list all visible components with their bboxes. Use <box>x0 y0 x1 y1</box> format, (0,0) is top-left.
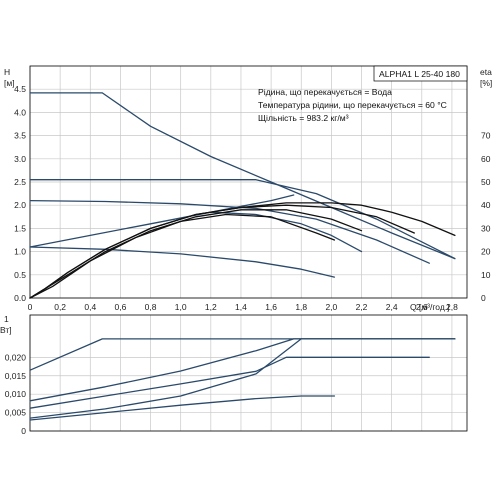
right-tick-label: 40 <box>481 200 491 210</box>
right-axis-unit: [%] <box>480 78 492 88</box>
left-tick-label: 2.0 <box>14 200 26 210</box>
x-tick-label: 1,0 <box>175 302 187 312</box>
right-tick-label: 60 <box>481 154 491 164</box>
lower-tick-label: 0,005 <box>5 408 27 418</box>
pump-head-curve <box>29 92 456 260</box>
left-tick-label: 2.5 <box>14 177 26 187</box>
x-axis-ticks: 0 0,2 0,4 0,6 0,8 1,0 1,2 1,4 1,6 1,8 2,0 2,2 2,4 2,6… <box>28 302 458 312</box>
right-tick-label: 30 <box>481 223 491 233</box>
upper-plot-frame <box>29 65 468 299</box>
x-tick-label: 2,0 <box>325 302 337 312</box>
annotation-temperature: Температура рідини, що перекачується = 6… <box>258 100 447 110</box>
annotation-density: Щільність = 983.2 кг/м³ <box>258 113 349 123</box>
pump-head-curve <box>210 211 363 253</box>
left-tick-label: 4.0 <box>14 107 26 117</box>
upper-right-axis-ticks: 0 10 20 30 40 50 60 70 <box>481 131 491 303</box>
lower-axis-unit: Вт] <box>0 325 12 335</box>
x-tick-label: 0,4 <box>84 302 96 312</box>
upper-left-axis-ticks: 0.0 0.5 1.0 1.5 2.0 2.5 3.0 3.5 4.0 4.5 <box>14 84 26 303</box>
efficiency-curve <box>29 213 336 299</box>
x-tick-label: 0,2 <box>54 302 66 312</box>
left-tick-label: 3.0 <box>14 154 26 164</box>
lower-axis-label: 1 <box>4 314 9 324</box>
x-tick-label: 1,4 <box>235 302 247 312</box>
power-curve <box>29 356 430 409</box>
left-axis-label: H <box>4 67 10 77</box>
x-tick-label: 1,2 <box>205 302 217 312</box>
system-curve <box>29 194 295 248</box>
power-curve <box>29 338 456 402</box>
lower-tick-label: 0 <box>21 426 26 436</box>
right-tick-label: 70 <box>481 131 491 141</box>
lower-curves <box>29 338 456 421</box>
x-tick-label: 1,8 <box>295 302 307 312</box>
x-tick-label: 0 <box>28 302 33 312</box>
x-tick-label: 2,6 <box>416 302 428 312</box>
lower-tick-label: 0,010 <box>5 389 27 399</box>
right-tick-label: 50 <box>481 177 491 187</box>
left-tick-label: 1.0 <box>14 247 26 257</box>
right-tick-label: 20 <box>481 247 491 257</box>
x-tick-label: 0,6 <box>114 302 126 312</box>
left-tick-label: 4.5 <box>14 84 26 94</box>
lower-plot-frame <box>29 314 468 432</box>
left-tick-label: 1.5 <box>14 223 26 233</box>
lower-tick-label: 0,015 <box>5 371 27 381</box>
upper-curves <box>29 92 456 299</box>
lower-tick-label: 0,020 <box>5 352 27 362</box>
efficiency-curve <box>29 209 363 299</box>
left-tick-label: 3.5 <box>14 131 26 141</box>
efficiency-curve <box>29 202 456 299</box>
right-tick-label: 10 <box>481 270 491 280</box>
annotation-fluid: Рідина, що перекачується = Вода <box>258 87 392 97</box>
pump-head-curve <box>29 246 336 278</box>
x-tick-label: 2,4 <box>386 302 398 312</box>
x-tick-label: 2,8 <box>446 302 458 312</box>
lower-left-axis-ticks: 0 0,005 0,010 0,015 0,020 <box>5 352 27 436</box>
left-axis-unit: [м] <box>4 78 15 88</box>
x-axis-label: Q [м³/год.] <box>410 302 450 312</box>
x-tick-label: 2,2 <box>356 302 368 312</box>
right-axis-label: eta <box>480 67 492 77</box>
x-tick-label: 0,8 <box>145 302 157 312</box>
pump-head-curve <box>29 179 456 260</box>
x-tick-label: 1,6 <box>265 302 277 312</box>
right-tick-label: 0 <box>481 293 486 303</box>
power-curve <box>29 338 456 419</box>
efficiency-curve <box>29 204 415 299</box>
left-tick-label: 0.5 <box>14 270 26 280</box>
left-tick-label: 0.0 <box>14 293 26 303</box>
power-curve <box>29 395 336 421</box>
model-label-box <box>373 65 468 82</box>
pump-head-curve <box>29 199 430 264</box>
model-title: ALPHA1 L 25-40 180 <box>379 69 460 79</box>
